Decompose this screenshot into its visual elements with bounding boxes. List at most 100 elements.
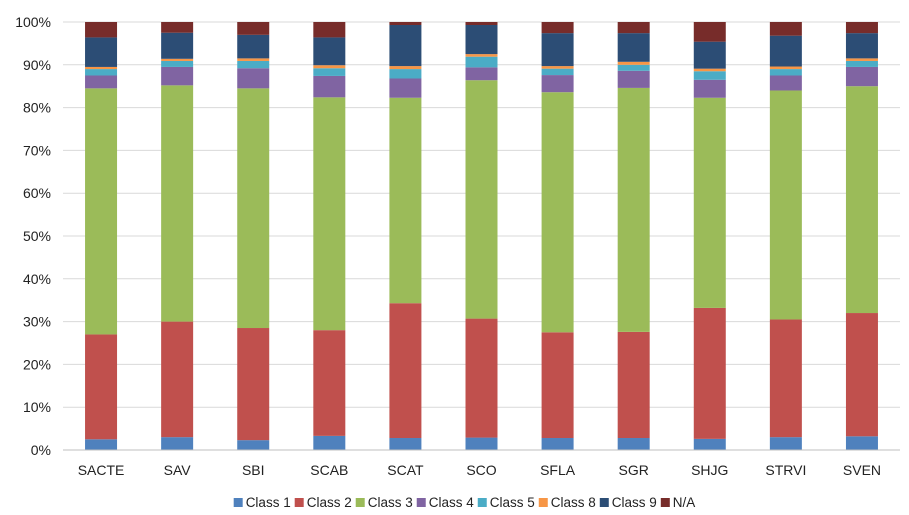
- bar-segment-n-a: [389, 22, 422, 25]
- legend-item: Class 4: [416, 495, 474, 510]
- bar-segment-class-1: [161, 437, 194, 450]
- bar-stack-shjg: [693, 22, 726, 450]
- y-tick-label: 30%: [23, 314, 51, 330]
- bar-segment-class-4: [693, 79, 726, 98]
- bar-stack-sacte: [85, 22, 118, 450]
- bar-stack-scat: [389, 22, 422, 450]
- bar-segment-class-8: [389, 66, 422, 70]
- bar-segment-class-4: [845, 66, 878, 87]
- bar-stack-scab: [313, 22, 346, 450]
- bar-segment-class-9: [693, 41, 726, 69]
- bar-stack-sgr: [617, 22, 650, 450]
- bar-stack-sbi: [237, 22, 270, 450]
- bar-segment-class-5: [85, 69, 118, 76]
- bar-segment-class-9: [617, 33, 650, 62]
- bar-segment-class-8: [541, 66, 574, 69]
- bar-segment-class-9: [161, 32, 194, 59]
- y-tick-label: 70%: [23, 142, 51, 158]
- bar-segment-class-3: [617, 87, 650, 332]
- bar-segment-class-5: [693, 71, 726, 80]
- legend-item: Class 3: [355, 495, 413, 510]
- bar-segment-class-5: [617, 64, 650, 71]
- bar-segment-class-9: [845, 33, 878, 59]
- bar-segment-class-9: [465, 24, 498, 55]
- legend-item: Class 1: [233, 495, 291, 510]
- bar-segment-class-3: [845, 86, 878, 314]
- y-tick-label: 80%: [23, 100, 51, 116]
- bar-segment-class-2: [541, 332, 574, 439]
- bar-segment-class-4: [237, 68, 270, 89]
- legend-label: Class 2: [307, 495, 352, 510]
- bar-segment-class-1: [845, 436, 878, 450]
- bar-segment-class-2: [313, 330, 346, 436]
- legend-label: Class 1: [246, 495, 291, 510]
- x-tick-label: SAV: [164, 462, 192, 478]
- legend-swatch: [477, 498, 487, 507]
- bar-segment-class-2: [845, 313, 878, 437]
- bar-segment-class-3: [313, 97, 346, 331]
- y-tick-label: 60%: [23, 185, 51, 201]
- bar-segment-n-a: [313, 22, 346, 38]
- bar-segment-class-4: [389, 78, 422, 98]
- bar-segment-class-8: [465, 54, 498, 57]
- legend-swatch: [355, 498, 365, 507]
- bar-segment-class-3: [237, 88, 270, 329]
- x-axis-tick-labels: SACTE SAV SBI SCAB SCAT SCO SFLA SGR SHJG STRVI SV…: [78, 462, 881, 478]
- bar-stack-sav: [161, 22, 194, 450]
- bar-segment-class-5: [769, 69, 802, 76]
- bar-segment-n-a: [769, 22, 802, 36]
- bar-segment-class-8: [85, 66, 118, 70]
- bar-segment-class-2: [85, 334, 118, 440]
- bar-segment-class-5: [313, 68, 346, 76]
- bar-segment-class-1: [313, 435, 346, 450]
- legend-item: N/A: [660, 495, 696, 510]
- legend-label: N/A: [673, 495, 696, 510]
- bar-segment-class-1: [617, 438, 650, 450]
- bar-segment-class-5: [541, 68, 574, 76]
- bar-segment-n-a: [161, 22, 194, 33]
- bar-segment-class-4: [541, 75, 574, 93]
- x-tick-label: SCAB: [310, 462, 348, 478]
- bar-segment-class-1: [769, 437, 802, 450]
- bar-segment-class-5: [389, 69, 422, 79]
- bar-segment-class-1: [85, 439, 118, 450]
- bar-segment-class-9: [389, 24, 422, 67]
- bar-segment-class-9: [769, 35, 802, 67]
- y-axis-tick-labels: 0% 10% 20% 30% 40% 50% 60% 70% 80% 90% 100%: [15, 14, 51, 458]
- bar-segment-class-5: [237, 60, 270, 69]
- legend-label: Class 3: [368, 495, 413, 510]
- bar-stack-sco: [465, 22, 498, 450]
- x-tick-label: SCO: [466, 462, 496, 478]
- bar-segment-class-5: [465, 56, 498, 68]
- legend-label: Class 9: [612, 495, 657, 510]
- x-tick-label: SACTE: [78, 462, 125, 478]
- bar-segment-n-a: [237, 22, 270, 35]
- bar-segment-class-2: [237, 328, 270, 441]
- legend-swatch: [416, 498, 426, 507]
- legend: Class 1 Class 2 Class 3 Class 4 Class 5 Class…: [233, 495, 696, 510]
- y-tick-label: 20%: [23, 356, 51, 372]
- bar-segment-class-1: [541, 438, 574, 450]
- legend-swatch: [660, 498, 670, 507]
- legend-swatch: [233, 498, 243, 507]
- y-tick-label: 50%: [23, 228, 51, 244]
- y-tick-label: 0%: [31, 442, 51, 458]
- bar-segment-class-3: [161, 85, 194, 322]
- bar-segment-class-8: [237, 58, 270, 61]
- bar-segment-class-1: [693, 438, 726, 450]
- legend-item: Class 2: [294, 495, 352, 510]
- bar-stack-strvi: [769, 22, 802, 450]
- bar-segment-n-a: [693, 22, 726, 42]
- bar-segment-class-8: [617, 61, 650, 65]
- y-tick-label: 90%: [23, 57, 51, 73]
- bar-segment-class-3: [769, 90, 802, 320]
- x-tick-label: SVEN: [843, 462, 881, 478]
- y-tick-label: 10%: [23, 399, 51, 415]
- legend-swatch: [294, 498, 304, 507]
- bar-segment-class-2: [161, 321, 194, 438]
- bar-segment-class-3: [693, 97, 726, 308]
- bar-segment-class-2: [769, 319, 802, 438]
- bar-segment-class-5: [845, 60, 878, 67]
- bar-segment-class-9: [541, 33, 574, 67]
- bar-segment-n-a: [85, 22, 118, 38]
